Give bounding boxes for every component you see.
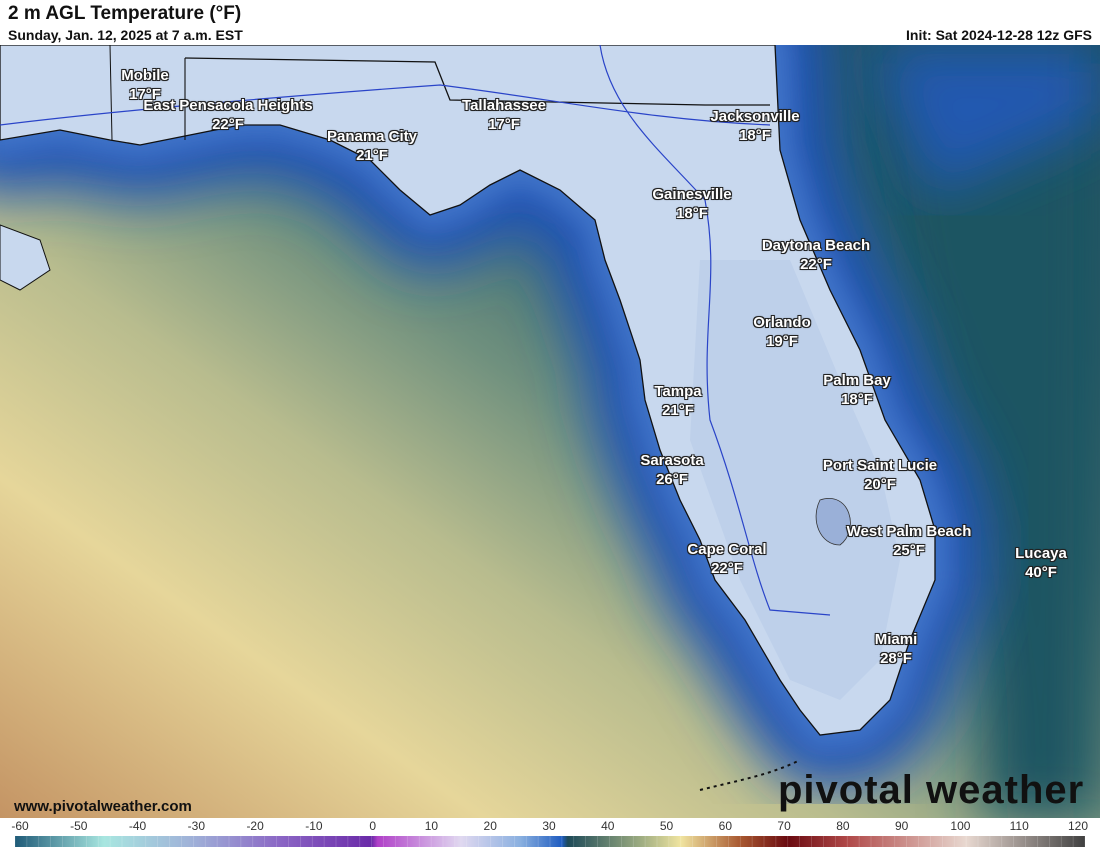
colorbar-tick-label: 10: [424, 819, 439, 833]
city-label: Mobile 17°F: [121, 66, 169, 104]
colorbar-tick-label: -60: [11, 819, 29, 833]
colorbar-tick-label: 70: [777, 819, 791, 833]
city-label: Palm Bay 18°F: [823, 371, 891, 409]
city-name: Daytona Beach: [761, 237, 871, 254]
city-name: Sarasota: [640, 452, 704, 469]
city-name: Port Saint Lucie: [822, 457, 938, 474]
city-label: East Pensacola Heights 22°F: [143, 96, 312, 134]
city-label: Lucaya 40°F: [1015, 544, 1067, 582]
source-url[interactable]: www.pivotalweather.com: [14, 798, 192, 815]
city-label: Tallahassee 17°F: [462, 96, 546, 134]
city-label: Port Saint Lucie 20°F: [823, 456, 937, 494]
valid-time: Sunday, Jan. 12, 2025 at 7 a.m. EST: [8, 27, 243, 43]
city-temperature: 22°F: [800, 256, 832, 273]
colorbar-tick-label: 40: [601, 819, 615, 833]
colorbar: [15, 836, 1085, 847]
city-temperature: 22°F: [711, 560, 743, 577]
colorbar-tick-label: 0: [369, 819, 376, 833]
city-label: Tampa 21°F: [654, 382, 701, 420]
city-temperature: 25°F: [893, 542, 925, 559]
city-temperature: 20°F: [864, 476, 896, 493]
colorbar-tick-label: -30: [187, 819, 205, 833]
colorbar-tick-label: 90: [894, 819, 909, 833]
colorbar-tick-label: 50: [659, 819, 674, 833]
colorbar-tick-label: 60: [718, 819, 733, 833]
colorbar-tick-label: -50: [70, 819, 88, 833]
city-name: Lucaya: [1015, 545, 1067, 562]
city-name: Orlando: [753, 314, 811, 331]
city-temperature: 26°F: [656, 471, 688, 488]
city-name: Miami: [874, 631, 918, 648]
city-label: Cape Coral 22°F: [687, 540, 766, 578]
pivotal-weather-logo: pivotal weather: [778, 768, 1085, 812]
city-temperature: 40°F: [1025, 564, 1057, 581]
colorbar-tick-label: -20: [246, 819, 264, 833]
city-name: Panama City: [326, 128, 418, 145]
city-temperature: 18°F: [676, 205, 708, 222]
city-label: West Palm Beach 25°F: [847, 522, 972, 560]
city-name: Jacksonville: [710, 108, 800, 125]
city-temperature: 21°F: [356, 147, 388, 164]
florida-land: [0, 45, 936, 736]
map-title: 2 m AGL Temperature (°F): [8, 3, 242, 24]
colorbar-tick-label: 80: [836, 819, 850, 833]
city-label: Panama City 21°F: [327, 127, 417, 165]
city-name: Mobile: [121, 67, 169, 84]
colorbar-gradient: [15, 836, 1085, 847]
city-label: Gainesville 18°F: [652, 185, 731, 223]
city-label: Orlando 19°F: [753, 313, 811, 351]
colorbar-tick-label: 20: [483, 819, 497, 833]
temperature-map: [0, 45, 1100, 818]
city-name: East Pensacola Heights: [143, 97, 313, 114]
city-temperature: 22°F: [212, 116, 244, 133]
colorbar-tick-label: 110: [1009, 819, 1029, 833]
city-temperature: 28°F: [880, 650, 912, 667]
city-temperature: 17°F: [129, 86, 161, 103]
city-temperature: 19°F: [766, 333, 798, 350]
city-name: Cape Coral: [687, 541, 767, 558]
city-name: West Palm Beach: [846, 523, 972, 540]
colorbar-tick-label: -10: [305, 819, 323, 833]
colorbar-tick-label: -40: [128, 819, 147, 833]
city-label: Sarasota 26°F: [640, 451, 703, 489]
city-label: Jacksonville 18°F: [710, 107, 799, 145]
city-label: Daytona Beach 22°F: [762, 236, 870, 274]
city-label: Miami 28°F: [875, 630, 918, 668]
city-temperature: 17°F: [488, 116, 520, 133]
city-name: Tampa: [654, 383, 702, 400]
colorbar-ticks: -60 -50 -40 -30 -20 -10 0 10 20 30 40 50 60 70 80 90 100…: [0, 819, 1100, 835]
city-name: Tallahassee: [462, 97, 546, 114]
city-temperature: 18°F: [739, 127, 771, 144]
colorbar-tick-label: 30: [542, 819, 556, 833]
city-name: Palm Bay: [823, 372, 891, 389]
city-temperature: 18°F: [841, 391, 873, 408]
init-time: Init: Sat 2024-12-28 12z GFS: [906, 27, 1092, 43]
colorbar-tick-label: 120: [1067, 819, 1089, 833]
city-name: Gainesville: [652, 186, 732, 203]
city-temperature: 21°F: [662, 402, 694, 419]
colorbar-tick-label: 100: [950, 819, 971, 833]
